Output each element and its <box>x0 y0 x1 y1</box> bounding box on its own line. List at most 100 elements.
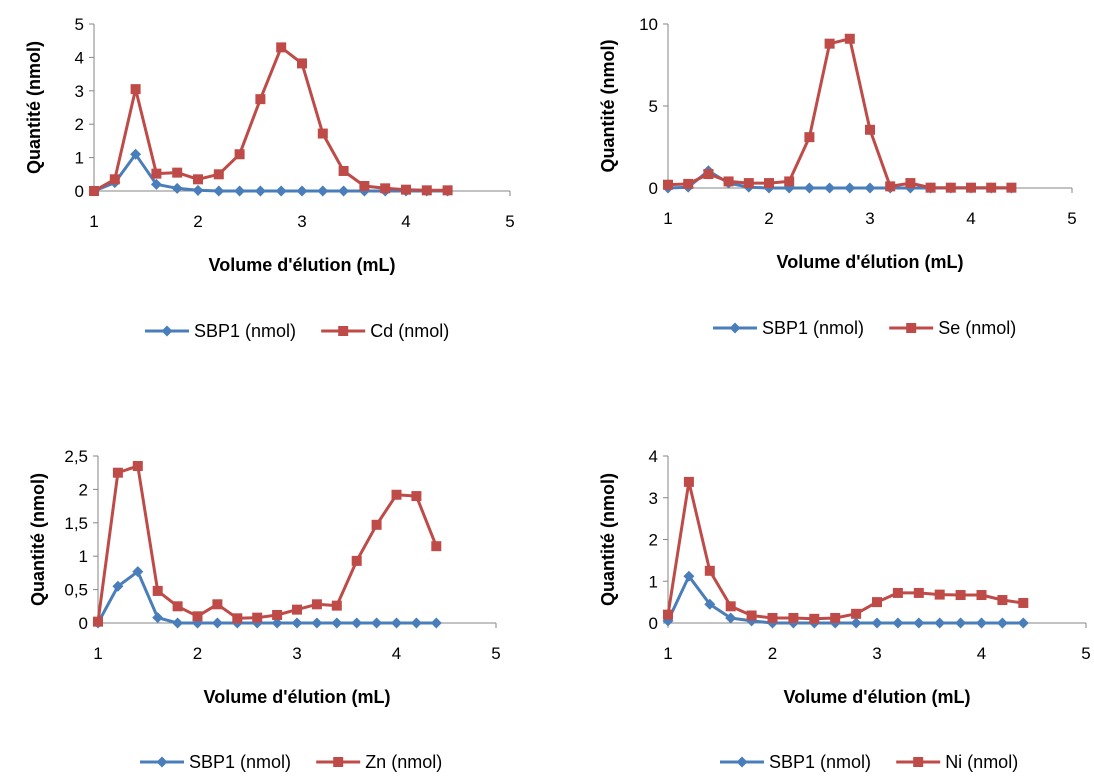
data-point <box>212 599 223 610</box>
data-point <box>311 599 322 610</box>
data-point <box>784 176 795 187</box>
x-tick-label: 5 <box>505 212 514 231</box>
data-point <box>292 604 302 615</box>
data-point <box>172 167 183 178</box>
data-point <box>296 185 308 197</box>
data-point <box>442 185 453 196</box>
data-point <box>703 169 714 180</box>
data-point <box>317 185 329 197</box>
data-point <box>871 617 883 629</box>
legend-marker <box>913 757 924 767</box>
data-point <box>913 617 925 629</box>
data-point <box>338 165 349 176</box>
data-point <box>132 566 144 578</box>
y-tick-label: 1 <box>75 149 84 168</box>
legend-label: SBP1 (nmol) <box>762 318 864 338</box>
legend: SBP1 (nmol) Ni (nmol) <box>720 752 1018 772</box>
data-point <box>232 613 243 624</box>
data-point <box>996 617 1008 629</box>
data-point <box>892 617 904 629</box>
data-point <box>997 595 1008 606</box>
data-point <box>411 491 422 502</box>
y-tick-label: 0 <box>79 614 88 633</box>
chart-panel-2: 0 5 10 1 2 3 4 5 Volume d'élution (mL) Quantité (… <box>598 15 1077 338</box>
data-point <box>234 185 246 197</box>
data-point <box>338 185 350 197</box>
data-point <box>934 617 946 629</box>
data-point <box>955 617 967 629</box>
data-point <box>351 617 363 629</box>
y-tick-label: 1 <box>79 547 88 566</box>
data-point <box>132 461 143 472</box>
y-axis-title: Quantité (nmol) <box>598 473 618 606</box>
data-point <box>410 617 422 629</box>
data-point <box>872 597 882 608</box>
x-tick-label: 4 <box>966 209 975 228</box>
data-point <box>725 601 736 612</box>
data-point <box>663 609 673 620</box>
x-tick-label: 3 <box>865 209 874 228</box>
data-point <box>1006 182 1017 193</box>
x-tick-label: 3 <box>292 644 301 663</box>
x-tick-label: 1 <box>663 209 672 228</box>
series-ni <box>663 476 1029 624</box>
data-point <box>683 476 694 487</box>
data-point <box>925 182 936 193</box>
y-tick-label: 3 <box>75 82 84 101</box>
data-point <box>380 183 391 194</box>
x-axis-title: Volume d'élution (mL) <box>209 255 396 275</box>
series-zn <box>93 461 442 627</box>
x-tick-label: 1 <box>89 212 98 231</box>
y-tick-label: 0,5 <box>64 581 88 600</box>
x-tick-label: 2 <box>768 644 777 663</box>
data-point <box>331 617 343 629</box>
data-point <box>112 580 124 592</box>
data-point <box>391 489 402 500</box>
series-cd <box>89 42 453 196</box>
x-tick-label: 1 <box>93 644 102 663</box>
data-point <box>1018 597 1029 608</box>
data-point <box>255 94 266 105</box>
series-line <box>96 464 438 622</box>
data-point <box>152 585 163 596</box>
data-point <box>844 182 856 194</box>
data-point <box>130 148 142 160</box>
y-tick-label: 0 <box>649 179 658 198</box>
data-point <box>331 600 342 611</box>
y-tick-label: 0 <box>75 182 84 201</box>
y-tick-label: 0 <box>649 614 658 633</box>
data-point <box>865 124 875 135</box>
y-tick-label: 2,5 <box>64 447 88 466</box>
y-tick-label: 2 <box>79 480 88 499</box>
data-point <box>824 182 836 194</box>
legend: SBP1 (nmol) Zn (nmol) <box>140 752 442 772</box>
data-point <box>276 42 287 53</box>
data-point <box>109 174 120 185</box>
series-se <box>663 33 1017 193</box>
data-point <box>704 598 716 610</box>
data-point <box>391 617 402 629</box>
data-point <box>150 178 162 190</box>
x-tick-label: 5 <box>1067 209 1076 228</box>
data-point <box>851 608 862 619</box>
chart-panel-3: 0 0,5 1 1,5 2 2,5 1 2 3 4 5 Volume d'élution (mL) Qu… <box>28 447 501 772</box>
data-point <box>683 570 695 582</box>
x-tick-label: 1 <box>663 644 672 663</box>
data-point <box>955 590 966 601</box>
data-point <box>311 617 323 629</box>
data-point <box>850 617 862 629</box>
x-axis-title: Volume d'élution (mL) <box>777 252 964 272</box>
data-point <box>151 168 162 179</box>
data-point <box>421 185 432 196</box>
data-point <box>89 186 99 196</box>
legend-label: Cd (nmol) <box>370 321 449 341</box>
data-point <box>93 616 103 627</box>
data-point <box>976 617 987 629</box>
x-tick-label: 2 <box>193 212 202 231</box>
legend-label: Ni (nmol) <box>945 752 1018 772</box>
legend-marker <box>736 756 748 768</box>
data-point <box>803 182 815 194</box>
data-point <box>788 612 799 623</box>
